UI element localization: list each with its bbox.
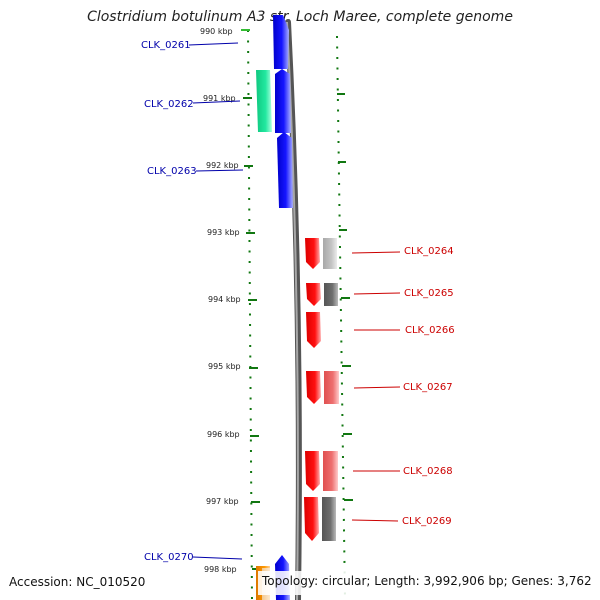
gene-feature-clk-0261[interactable] (273, 15, 289, 69)
gene-label-right[interactable]: CLK_0265 (404, 288, 454, 299)
leader-line (192, 556, 243, 560)
gene-label-right[interactable]: CLK_0268 (403, 466, 453, 477)
outer-dotted-track (247, 29, 253, 600)
ruler-label: 995 kbp (208, 362, 241, 371)
leader-line (188, 42, 239, 46)
ruler-label: 990 kbp (200, 27, 233, 36)
gene-feature-clk-0265[interactable] (306, 283, 321, 306)
homolog-bar[interactable] (323, 238, 337, 269)
ruler-label: 991 kbp (203, 94, 236, 103)
map-title: Clostridium botulinum A3 str. Loch Maree… (87, 9, 513, 25)
gene-feature-clk-0262[interactable] (275, 69, 291, 133)
ruler-ticks-right (337, 93, 353, 501)
gene-label-left[interactable]: CLK_0263 (147, 166, 197, 177)
ruler-label: 994 kbp (208, 295, 241, 304)
leader-line (192, 100, 241, 104)
gene-feature-clk-0268[interactable] (305, 451, 320, 491)
rna-feature[interactable] (256, 70, 272, 132)
ruler-label: 992 kbp (206, 161, 239, 170)
inner-dotted-track (336, 35, 346, 600)
gene-feature-clk-0263[interactable] (277, 132, 293, 208)
forward-features (256, 15, 293, 600)
leader-line (351, 519, 399, 522)
gene-label-right[interactable]: CLK_0264 (404, 246, 454, 257)
homolog-bar[interactable] (324, 283, 338, 306)
gene-feature-clk-0267[interactable] (306, 371, 321, 404)
homolog-bar[interactable] (324, 371, 339, 404)
homolog-bar[interactable] (322, 497, 336, 541)
gene-feature-clk-0269[interactable] (304, 497, 319, 541)
leader-line (353, 292, 401, 295)
homolog-bar[interactable] (323, 451, 338, 491)
genome-backbone-highlight (286, 21, 299, 600)
leader-line (353, 386, 401, 389)
gene-feature-clk-0266[interactable] (306, 312, 321, 348)
gene-label-right[interactable]: CLK_0266 (405, 325, 455, 336)
genome-summary: Topology: circular; Length: 3,992,906 bp… (258, 571, 596, 595)
gene-label-left[interactable]: CLK_0261 (141, 40, 191, 51)
ruler-label: 993 kbp (207, 228, 240, 237)
accession-text: Accession: NC_010520 (9, 575, 146, 589)
leader-line (195, 169, 244, 172)
ruler-label: 996 kbp (207, 430, 240, 439)
gene-label-right[interactable]: CLK_0269 (402, 516, 452, 527)
gene-label-left[interactable]: CLK_0262 (144, 99, 194, 110)
ruler-label: 997 kbp (206, 497, 239, 506)
reverse-features (304, 238, 339, 541)
gene-feature-clk-0264[interactable] (305, 238, 320, 269)
leader-line (351, 251, 401, 254)
gene-label-left[interactable]: CLK_0270 (144, 552, 194, 563)
gene-label-right[interactable]: CLK_0267 (403, 382, 453, 393)
right-gene-labels: CLK_0264 CLK_0265 CLK_0266 CLK_0267 CLK_… (351, 246, 455, 527)
ruler-label: 998 kbp (204, 565, 237, 574)
left-gene-labels: CLK_0261 CLK_0262 CLK_0263 CLK_0270 (141, 40, 244, 563)
